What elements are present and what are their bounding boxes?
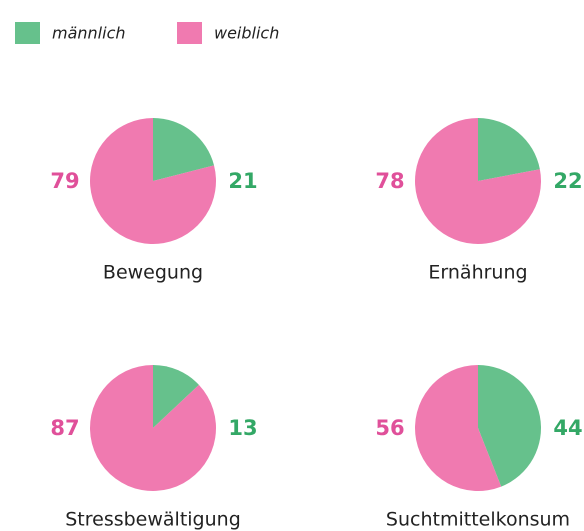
chart-title: Stressbewältigung: [65, 509, 241, 531]
pie-slice: [90, 118, 216, 244]
pie-slice: [478, 365, 541, 487]
value-label: 13: [228, 416, 257, 440]
value-label: 79: [50, 169, 79, 193]
pie-slice: [415, 118, 541, 244]
value-label: 44: [553, 416, 582, 440]
pie-slice: [415, 365, 502, 492]
value-label: 87: [50, 416, 79, 440]
value-label: 78: [375, 169, 404, 193]
value-label: 22: [553, 169, 582, 193]
legend-label: männlich: [52, 24, 126, 43]
chart-title: Suchtmittelkonsum: [386, 509, 570, 531]
value-label: 21: [228, 169, 257, 193]
pie-slice: [478, 118, 540, 181]
legend-swatch: [15, 22, 40, 44]
pie-slice: [89, 365, 216, 492]
legend-label: weiblich: [214, 24, 279, 43]
chart-title: Bewegung: [103, 262, 203, 284]
pie-slice: [153, 118, 215, 181]
value-label: 56: [375, 416, 404, 440]
chart-title: Ernährung: [428, 262, 527, 284]
legend-swatch: [177, 22, 202, 44]
pie-slice: [153, 365, 199, 428]
